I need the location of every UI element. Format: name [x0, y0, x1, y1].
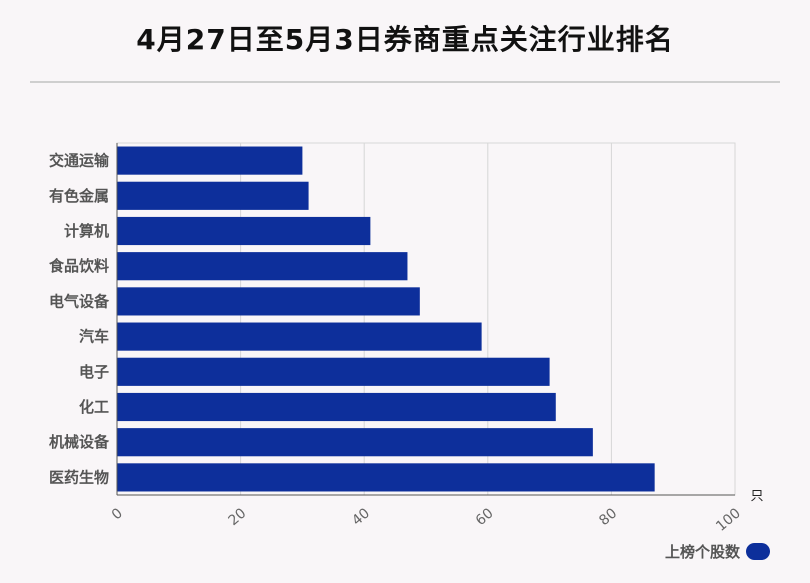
bar	[117, 252, 408, 281]
category-label: 电气设备	[49, 292, 110, 310]
chart-title: 4月27日至5月3日券商重点关注行业排名	[136, 23, 674, 56]
bar	[117, 357, 550, 386]
legend-swatch	[746, 543, 770, 560]
category-label: 计算机	[64, 222, 109, 240]
bar	[117, 322, 482, 351]
category-label: 食品饮料	[49, 257, 109, 275]
bar	[117, 392, 556, 422]
category-label: 化工	[79, 398, 109, 416]
chart-legend: 上榜个股数	[665, 541, 770, 562]
category-label: 电子	[79, 363, 109, 381]
category-label: 交通运输	[49, 152, 110, 170]
category-label: 医药生物	[49, 468, 109, 486]
category-label: 汽车	[79, 328, 109, 346]
bar	[117, 181, 309, 210]
title-divider	[30, 81, 780, 83]
bar	[117, 216, 371, 246]
bar	[117, 146, 303, 175]
x-tick-label: 40	[349, 505, 373, 529]
x-unit-label: 只	[750, 489, 763, 504]
legend-label: 上榜个股数	[664, 543, 740, 561]
x-tick-label: 100	[713, 505, 744, 534]
x-tick-label: 0	[109, 505, 126, 523]
category-label: 机械设备	[49, 433, 110, 451]
bar	[117, 463, 655, 492]
bar	[117, 428, 593, 457]
x-tick-label: 20	[226, 505, 250, 529]
x-tick-label: 80	[596, 505, 620, 529]
x-tick-label: 60	[473, 505, 497, 529]
category-label: 有色金属	[49, 187, 109, 205]
bar	[117, 287, 420, 316]
